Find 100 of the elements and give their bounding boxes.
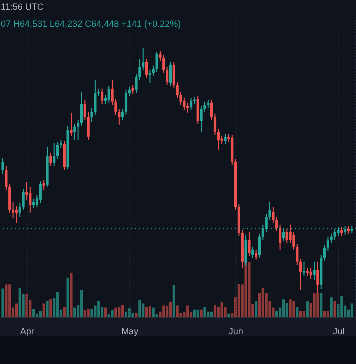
- candlestick: [42, 180, 46, 191]
- bar: [66, 278, 70, 318]
- bar: [152, 308, 155, 318]
- bar: [176, 306, 179, 318]
- bar: [323, 311, 326, 318]
- candlestick: [50, 152, 52, 167]
- bar: [32, 309, 36, 318]
- bar: [42, 304, 46, 318]
- bar: [220, 302, 224, 318]
- text: 11:56 UTC: [1, 2, 44, 12]
- bar: [248, 262, 251, 318]
- bar: [74, 308, 76, 318]
- bar: [313, 294, 316, 318]
- bar: [46, 301, 49, 318]
- bar: [350, 304, 354, 318]
- candlestick: [39, 180, 42, 204]
- bar: [142, 304, 145, 318]
- bar: [50, 298, 52, 318]
- bar: [292, 301, 296, 318]
- bar: [15, 304, 18, 318]
- bar: [300, 311, 302, 318]
- bar: [286, 303, 288, 318]
- bar: [138, 300, 142, 318]
- bar: [114, 308, 118, 318]
- candlestick: [255, 249, 258, 260]
- candlestick: [224, 133, 227, 145]
- candlestick: [302, 261, 306, 277]
- candlestick: [2, 158, 4, 174]
- bar: [238, 284, 241, 318]
- bar: [104, 308, 108, 318]
- candlestick: [132, 84, 134, 95]
- bar: [302, 311, 306, 318]
- bar: [135, 313, 138, 318]
- bar: [316, 294, 320, 318]
- candlestick: [190, 97, 193, 110]
- x-tick-label: Jun: [228, 326, 244, 336]
- bar: [172, 285, 176, 318]
- candlestick: [63, 140, 66, 171]
- bar: [8, 284, 12, 318]
- bar: [162, 306, 166, 318]
- bar: [169, 302, 172, 318]
- bar: [63, 307, 66, 318]
- bar: [18, 288, 22, 318]
- bar: [296, 307, 299, 318]
- candlestick: [196, 96, 200, 124]
- x-tick-label: May: [122, 326, 140, 336]
- candlestick: [29, 186, 32, 214]
- bar: [306, 301, 309, 318]
- candlestick: [313, 261, 316, 281]
- bar: [262, 288, 264, 318]
- bar: [70, 273, 73, 318]
- bar: [122, 305, 124, 318]
- bar: [145, 307, 148, 318]
- bar: [255, 301, 258, 318]
- candlestick: [15, 206, 18, 224]
- bar: [289, 300, 292, 318]
- candlestick: [32, 198, 36, 208]
- bar: [56, 292, 60, 318]
- bar: [330, 298, 333, 318]
- bar: [80, 290, 84, 318]
- candlestick: [286, 228, 288, 244]
- bar: [26, 294, 28, 318]
- candlestick: [100, 88, 104, 105]
- bar: [148, 306, 152, 318]
- candlestick: [108, 85, 110, 104]
- candlestick: [22, 188, 25, 210]
- bar: [111, 310, 114, 318]
- bar: [166, 306, 169, 318]
- bar: [276, 311, 278, 318]
- candlestick: [145, 58, 148, 78]
- candlestick: [316, 261, 320, 294]
- x-tick-label: Apr: [20, 326, 34, 336]
- bar: [340, 296, 344, 318]
- bar: [5, 284, 8, 318]
- candlestick: [200, 106, 203, 133]
- bar: [84, 310, 86, 318]
- bar: [98, 301, 100, 318]
- bar: [204, 307, 206, 318]
- x-tick-label: Jul: [333, 326, 345, 336]
- bar: [39, 311, 42, 318]
- candlestick: [169, 61, 172, 86]
- bar: [214, 305, 217, 318]
- bar: [334, 301, 336, 318]
- bar: [118, 307, 121, 318]
- candlestick: [70, 112, 73, 136]
- candlestick: [148, 70, 152, 84]
- candlestick: [330, 233, 333, 244]
- candlestick: [248, 231, 251, 257]
- candlestick: [186, 102, 190, 114]
- bar: [320, 294, 323, 318]
- candlestick: [252, 246, 254, 258]
- bar: [326, 311, 330, 318]
- bar: [87, 309, 90, 318]
- bar: [282, 300, 286, 318]
- bar: [186, 306, 190, 318]
- text: 07 H64,531 L64,232 C64,448 +141 (+0.22%): [1, 19, 182, 29]
- bar: [90, 309, 94, 318]
- candlestick: [310, 268, 312, 280]
- candlestick: [53, 142, 56, 167]
- bar: [2, 288, 4, 318]
